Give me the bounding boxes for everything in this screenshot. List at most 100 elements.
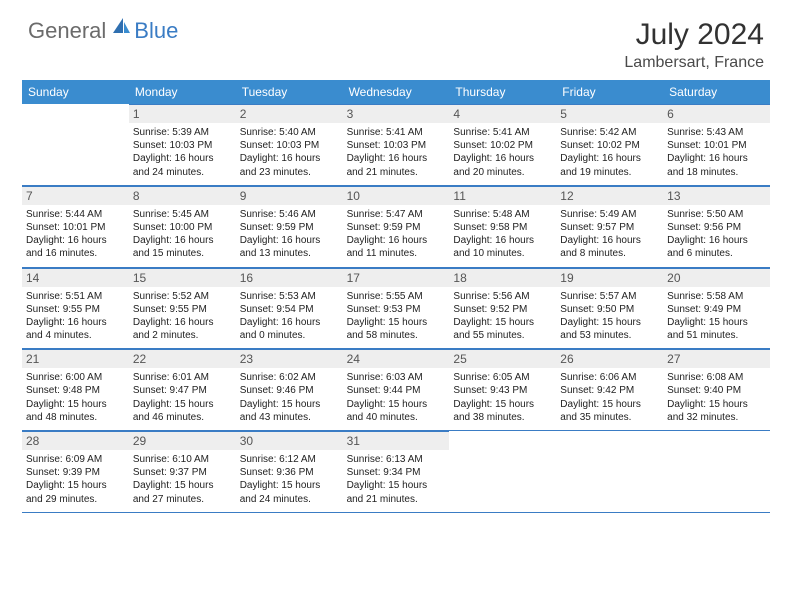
day-header-label: Monday xyxy=(129,80,236,104)
info-line: Daylight: 16 hours xyxy=(453,152,552,165)
info-line: Sunset: 9:54 PM xyxy=(240,303,339,316)
day-info: Sunrise: 5:41 AMSunset: 10:02 PMDaylight… xyxy=(453,126,552,179)
info-line: Sunset: 9:36 PM xyxy=(240,466,339,479)
info-line: Sunrise: 6:01 AM xyxy=(133,371,232,384)
info-line: Daylight: 16 hours xyxy=(133,234,232,247)
day-number: 11 xyxy=(449,186,556,205)
calendar-cell: 12 Sunrise: 5:49 AMSunset: 9:57 PMDayligh… xyxy=(556,186,663,267)
info-line: and 6 minutes. xyxy=(667,247,766,260)
calendar-cell: 22Sunrise: 6:01 AMSunset: 9:47 PMDayligh… xyxy=(129,349,236,430)
info-line: Sunrise: 5:53 AM xyxy=(240,290,339,303)
day-info: Sunrise: 6:13 AMSunset: 9:34 PMDaylight:… xyxy=(347,453,446,506)
day-info: Sunrise: 6:02 AMSunset: 9:46 PMDaylight:… xyxy=(240,371,339,424)
info-line: Sunset: 10:03 PM xyxy=(347,139,446,152)
day-number: 14 xyxy=(22,268,129,287)
calendar-cell: 27Sunrise: 6:08 AMSunset: 9:40 PMDayligh… xyxy=(663,349,770,430)
info-line: Daylight: 16 hours xyxy=(453,234,552,247)
info-line: and 8 minutes. xyxy=(560,247,659,260)
info-line: Sunrise: 5:44 AM xyxy=(26,208,125,221)
info-line: Sunrise: 5:51 AM xyxy=(26,290,125,303)
day-number: 28 xyxy=(22,431,129,450)
info-line: Sunrise: 6:10 AM xyxy=(133,453,232,466)
info-line: Sunset: 10:02 PM xyxy=(560,139,659,152)
info-line: Sunrise: 6:03 AM xyxy=(347,371,446,384)
info-line: Daylight: 15 hours xyxy=(133,479,232,492)
day-info: Sunrise: 5:48 AMSunset: 9:58 PMDaylight:… xyxy=(453,208,552,261)
info-line: Daylight: 15 hours xyxy=(667,398,766,411)
info-line: and 38 minutes. xyxy=(453,411,552,424)
info-line: Sunrise: 6:13 AM xyxy=(347,453,446,466)
day-number: 26 xyxy=(556,349,663,368)
info-line: and 20 minutes. xyxy=(453,166,552,179)
day-number: 22 xyxy=(129,349,236,368)
info-line: Sunset: 9:48 PM xyxy=(26,384,125,397)
day-info: Sunrise: 5:52 AMSunset: 9:55 PMDaylight:… xyxy=(133,290,232,343)
day-number: 17 xyxy=(343,268,450,287)
brand-part2: Blue xyxy=(134,18,178,44)
info-line: Sunset: 10:03 PM xyxy=(133,139,232,152)
day-info: Sunrise: 6:05 AMSunset: 9:43 PMDaylight:… xyxy=(453,371,552,424)
info-line: and 27 minutes. xyxy=(133,493,232,506)
calendar-cell: 14 Sunrise: 5:51 AMSunset: 9:55 PMDayligh… xyxy=(22,268,129,349)
info-line: Sunset: 9:49 PM xyxy=(667,303,766,316)
calendar-cell: 24 Sunrise: 6:03 AMSunset: 9:44 PMDayligh… xyxy=(343,349,450,430)
info-line: and 32 minutes. xyxy=(667,411,766,424)
info-line: Daylight: 15 hours xyxy=(240,479,339,492)
info-line: Sunrise: 5:40 AM xyxy=(240,126,339,139)
info-line: Daylight: 15 hours xyxy=(347,398,446,411)
info-line: and 24 minutes. xyxy=(133,166,232,179)
info-line: Daylight: 16 hours xyxy=(240,316,339,329)
info-line: Sunset: 10:01 PM xyxy=(667,139,766,152)
title-block: July 2024 Lambersart, France xyxy=(624,18,764,72)
day-header-row: SundayMondayTuesdayWednesdayThursdayFrid… xyxy=(22,80,770,104)
calendar-cell: 2Sunrise: 5:40 AMSunset: 10:03 PMDayligh… xyxy=(236,104,343,185)
day-header-label: Friday xyxy=(556,80,663,104)
info-line: Daylight: 16 hours xyxy=(133,316,232,329)
info-line: Daylight: 16 hours xyxy=(240,152,339,165)
info-line: Sunset: 9:40 PM xyxy=(667,384,766,397)
day-number: 12 xyxy=(556,186,663,205)
calendar-cell-empty xyxy=(663,431,770,512)
info-line: Sunset: 9:43 PM xyxy=(453,384,552,397)
day-info: Sunrise: 5:56 AMSunset: 9:52 PMDaylight:… xyxy=(453,290,552,343)
week-row: 7Sunrise: 5:44 AMSunset: 10:01 PMDayligh… xyxy=(22,186,770,268)
info-line: Sunset: 9:58 PM xyxy=(453,221,552,234)
day-info: Sunrise: 5:55 AMSunset: 9:53 PMDaylight:… xyxy=(347,290,446,343)
day-info: Sunrise: 6:00 AMSunset: 9:48 PMDaylight:… xyxy=(26,371,125,424)
day-info: Sunrise: 6:03 AMSunset: 9:44 PMDaylight:… xyxy=(347,371,446,424)
calendar-cell: 31Sunrise: 6:13 AMSunset: 9:34 PMDayligh… xyxy=(343,431,450,512)
info-line: Sunrise: 5:55 AM xyxy=(347,290,446,303)
info-line: Sunrise: 5:46 AM xyxy=(240,208,339,221)
brand-sail-icon xyxy=(110,16,132,41)
calendar-cell-empty xyxy=(22,104,129,185)
info-line: Sunrise: 5:43 AM xyxy=(667,126,766,139)
info-line: Sunrise: 5:56 AM xyxy=(453,290,552,303)
info-line: Sunset: 9:47 PM xyxy=(133,384,232,397)
info-line: Sunset: 9:53 PM xyxy=(347,303,446,316)
calendar-cell: 6Sunrise: 5:43 AMSunset: 10:01 PMDayligh… xyxy=(663,104,770,185)
info-line: and 19 minutes. xyxy=(560,166,659,179)
day-info: Sunrise: 5:53 AMSunset: 9:54 PMDaylight:… xyxy=(240,290,339,343)
calendar-cell: 25Sunrise: 6:05 AMSunset: 9:43 PMDayligh… xyxy=(449,349,556,430)
calendar-cell: 5Sunrise: 5:42 AMSunset: 10:02 PMDayligh… xyxy=(556,104,663,185)
info-line: and 46 minutes. xyxy=(133,411,232,424)
info-line: Sunset: 9:55 PM xyxy=(26,303,125,316)
day-number: 20 xyxy=(663,268,770,287)
calendar-cell: 15Sunrise: 5:52 AMSunset: 9:55 PMDayligh… xyxy=(129,268,236,349)
day-info: Sunrise: 5:49 AMSunset: 9:57 PMDaylight:… xyxy=(560,208,659,261)
info-line: and 48 minutes. xyxy=(26,411,125,424)
day-number: 9 xyxy=(236,186,343,205)
info-line: Sunrise: 5:57 AM xyxy=(560,290,659,303)
info-line: Daylight: 16 hours xyxy=(26,316,125,329)
info-line: and 29 minutes. xyxy=(26,493,125,506)
day-header-label: Saturday xyxy=(663,80,770,104)
info-line: Daylight: 15 hours xyxy=(26,479,125,492)
info-line: Daylight: 15 hours xyxy=(667,316,766,329)
weeks-container: 1Sunrise: 5:39 AMSunset: 10:03 PMDayligh… xyxy=(22,104,770,513)
info-line: Sunrise: 6:08 AM xyxy=(667,371,766,384)
calendar-cell-empty xyxy=(556,431,663,512)
day-number: 24 xyxy=(343,349,450,368)
calendar-cell: 9Sunrise: 5:46 AMSunset: 9:59 PMDaylight… xyxy=(236,186,343,267)
calendar-cell: 18Sunrise: 5:56 AMSunset: 9:52 PMDayligh… xyxy=(449,268,556,349)
calendar-cell: 7Sunrise: 5:44 AMSunset: 10:01 PMDayligh… xyxy=(22,186,129,267)
